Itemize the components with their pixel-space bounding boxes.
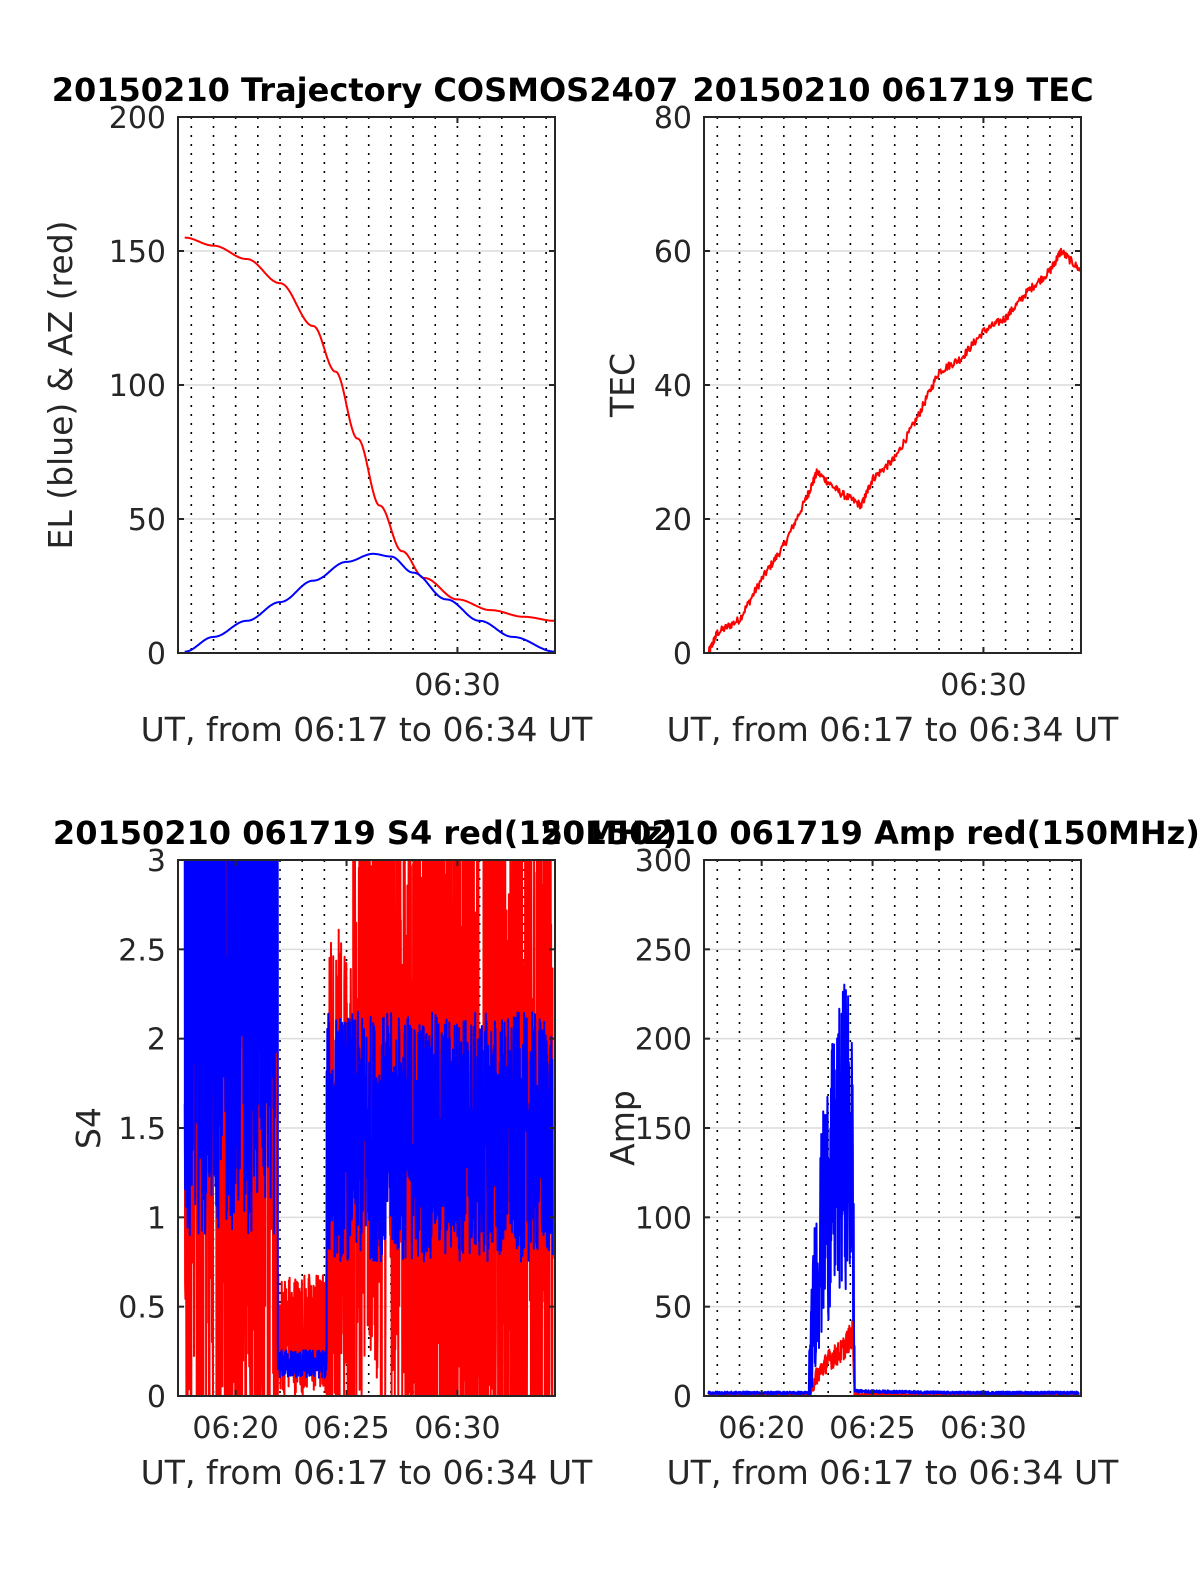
x-axis-label: UT, from 06:17 to 06:34 UT xyxy=(141,710,594,749)
y-tick-label: 2 xyxy=(147,1023,166,1058)
y-tick-label: 0.5 xyxy=(118,1291,166,1326)
x-tick-label: 06:30 xyxy=(940,668,1026,703)
series-line-1 xyxy=(184,552,555,653)
x-axis-label: UT, from 06:17 to 06:34 UT xyxy=(141,1453,594,1492)
y-axis-label: TEC xyxy=(603,353,642,418)
y-tick-label: 100 xyxy=(635,1201,692,1236)
y-tick-label: 80 xyxy=(654,101,692,136)
trajectory-panel: 0 50 100 150 200 06:30 20150210 Trajectory COS… xyxy=(41,71,678,749)
x-tick-label: 06:30 xyxy=(940,1411,1026,1446)
chart-title: 20150210 061719 TEC xyxy=(692,71,1093,109)
y-tick-label: 50 xyxy=(654,1291,692,1326)
chart-title: 20150210 061719 S4 red(150MHz) xyxy=(53,814,677,852)
y-tick-label: 0 xyxy=(673,637,692,672)
y-tick-label: 40 xyxy=(654,369,692,404)
y-tick-label: 20 xyxy=(654,503,692,538)
y-tick-label: 200 xyxy=(109,101,166,136)
y-axis-label: S4 xyxy=(69,1107,108,1149)
chart-title: 20150210 Trajectory COSMOS2407 xyxy=(52,71,679,109)
x-tick-label: 06:25 xyxy=(303,1411,389,1446)
series-line-red xyxy=(707,1320,1080,1396)
y-tick-label: 100 xyxy=(109,369,166,404)
series-line-blue xyxy=(707,983,1080,1396)
s4-panel: 0 0.5 1 1.5 2 2.5 3 06:20 06:25 06:30 20150210 061… xyxy=(53,814,677,1492)
x-tick-label: 06:30 xyxy=(414,668,500,703)
y-tick-label: 300 xyxy=(635,844,692,879)
y-axis-label: Amp xyxy=(603,1090,642,1166)
x-axis-label: UT, from 06:17 to 06:34 UT xyxy=(667,1453,1120,1492)
y-tick-label: 3 xyxy=(147,844,166,879)
series-line-0 xyxy=(707,247,1081,653)
x-tick-label: 06:20 xyxy=(718,1411,804,1446)
y-tick-label: 50 xyxy=(128,503,166,538)
x-tick-label: 06:30 xyxy=(414,1411,500,1446)
chart-title: 20150210 061719 Amp red(150MHz) xyxy=(540,814,1200,852)
tec-panel: 0 20 40 60 80 06:30 20150210 061719 TEC UT, fro… xyxy=(603,71,1119,749)
y-tick-label: 0 xyxy=(673,1380,692,1415)
x-tick-label: 06:25 xyxy=(829,1411,915,1446)
y-axis-label: EL (blue) & AZ (red) xyxy=(41,220,80,549)
series-line-0 xyxy=(184,236,555,622)
y-tick-label: 150 xyxy=(109,235,166,270)
y-tick-label: 0 xyxy=(147,1380,166,1415)
y-tick-label: 250 xyxy=(635,933,692,968)
y-tick-label: 150 xyxy=(635,1112,692,1147)
x-tick-label: 06:20 xyxy=(192,1411,278,1446)
y-tick-label: 200 xyxy=(635,1023,692,1058)
y-tick-label: 60 xyxy=(654,235,692,270)
y-tick-label: 1 xyxy=(147,1201,166,1236)
amp-panel: 0 50 100 150 200 250 300 06:20 06:25 06:30 2015021… xyxy=(540,814,1200,1492)
y-tick-label: 2.5 xyxy=(118,933,166,968)
y-tick-label: 0 xyxy=(147,637,166,672)
x-axis-label: UT, from 06:17 to 06:34 UT xyxy=(667,710,1120,749)
series-line-blue xyxy=(183,860,554,1379)
y-tick-label: 1.5 xyxy=(118,1112,166,1147)
